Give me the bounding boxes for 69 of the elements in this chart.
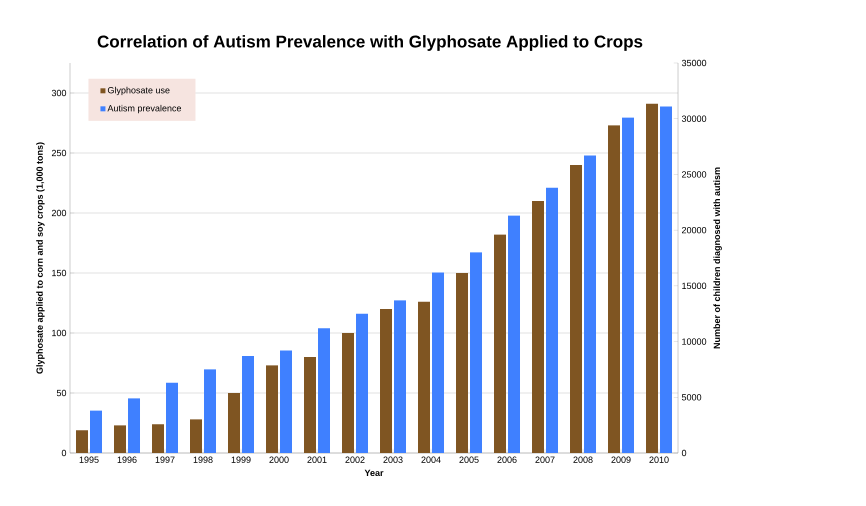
x-tick-label: 2005: [459, 456, 479, 463]
y2-tick-label: 5000: [682, 394, 702, 400]
y-tick-label: 0: [62, 450, 66, 456]
bar: [646, 104, 658, 453]
bar: [622, 118, 634, 453]
y-tick-label: 50: [56, 390, 66, 396]
y2-axis-title: Number of children diagnosed with autism: [713, 168, 722, 348]
y2-tick-label: 15000: [682, 282, 706, 290]
bar: [432, 272, 444, 453]
bar: [280, 350, 292, 453]
x-tick-label: 2002: [345, 456, 365, 463]
y-tick-label: 100: [52, 330, 66, 336]
x-tick-label: 1995: [80, 456, 99, 463]
bar: [304, 357, 316, 453]
x-tick-label: 1999: [232, 456, 251, 463]
y2-tick-label: 20000: [682, 226, 706, 234]
bar: [608, 125, 620, 453]
bar: [166, 382, 178, 453]
y2-tick-label: 35000: [682, 60, 706, 66]
bar: [380, 309, 392, 453]
bar: [470, 252, 482, 453]
bar: [114, 425, 126, 453]
bar: [128, 398, 140, 453]
bar: [356, 314, 368, 453]
bar: [418, 302, 430, 453]
bar: [508, 216, 520, 453]
bar: [76, 430, 88, 453]
y-axis-title: Glyphosate applied to corn and soy crops (1,000 tons): [36, 142, 45, 374]
x-tick-label: 2000: [269, 456, 289, 463]
bar: [152, 424, 164, 453]
bar: [570, 164, 582, 453]
bar: [394, 300, 406, 453]
x-tick-label: 2009: [611, 456, 631, 463]
bar: [318, 328, 330, 453]
bar: [532, 200, 544, 453]
y2-tick-label: 10000: [682, 338, 706, 345]
bar: [228, 393, 240, 453]
x-tick-label: 2007: [535, 456, 555, 463]
x-tick-label: 1997: [156, 456, 175, 463]
y-tick-label: 150: [52, 270, 66, 276]
x-tick-label: 2008: [573, 456, 593, 463]
x-tick-label: 2004: [421, 456, 441, 463]
y-tick-label: 300: [52, 90, 66, 96]
bar: [90, 410, 102, 453]
bar: [494, 234, 506, 453]
chart-title: Correlation of Autism Prevalence with Glyphosate Applied to Crops: [98, 35, 642, 51]
x-tick-label: 1998: [194, 456, 213, 463]
y-tick-label: 200: [52, 210, 66, 216]
bar: [546, 188, 558, 453]
legend-label: Autism prevalence: [107, 104, 182, 114]
x-axis-title: Year: [364, 470, 384, 476]
bar: [342, 333, 354, 453]
bar: [266, 365, 278, 453]
bar: [204, 369, 216, 453]
x-tick-label: 2003: [383, 456, 403, 463]
bar: [190, 419, 202, 453]
x-tick-label: 2010: [649, 456, 669, 463]
y2-tick-label: 30000: [682, 116, 706, 122]
bar: [456, 272, 468, 453]
x-tick-label: 2001: [307, 456, 327, 463]
x-tick-label: 2006: [497, 456, 517, 463]
bar: [660, 106, 672, 453]
y2-tick-label: 25000: [682, 171, 706, 178]
y2-tick-label: 0: [682, 450, 686, 456]
x-tick-label: 1996: [118, 456, 137, 463]
y-tick-label: 250: [52, 150, 66, 156]
bar: [584, 155, 596, 453]
bar: [242, 356, 254, 453]
legend-label: Glyphosate use: [108, 86, 170, 96]
